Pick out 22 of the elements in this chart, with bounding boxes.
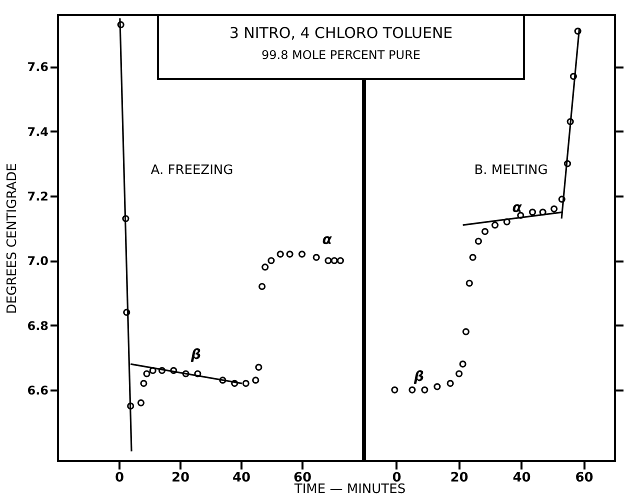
x-tick-label: 40 xyxy=(512,470,531,486)
annotation: β xyxy=(412,369,424,385)
y-tick-label: 7.4 xyxy=(27,124,48,139)
annotation: A. FREEZING xyxy=(150,163,234,178)
x-tick-label: 20 xyxy=(171,470,190,486)
y-axis-title: DEGREES CENTIGRADE xyxy=(5,163,20,314)
annotation: α xyxy=(322,232,332,248)
x-tick-label: 60 xyxy=(575,470,594,486)
y-tick-label: 7.6 xyxy=(27,60,48,74)
y-tick-label: 6.6 xyxy=(27,383,48,398)
annotation: α xyxy=(512,200,522,216)
x-axis-title: TIME — MINUTES xyxy=(294,482,406,497)
annotation: β xyxy=(190,347,202,363)
y-tick-label: 7.0 xyxy=(27,254,48,268)
y-tick-label: 7.2 xyxy=(27,189,48,204)
text: 3 NITRO, 4 CHLORO TOLUENE xyxy=(228,24,454,42)
annotation: B. MELTING xyxy=(474,163,548,178)
x-tick-label: 0 xyxy=(114,470,124,486)
x-tick-label: 40 xyxy=(232,470,251,486)
y-tick-label: 6.8 xyxy=(27,318,48,333)
x-tick-label: 20 xyxy=(450,470,468,486)
text: 99.8 MOLE PERCENT PURE xyxy=(260,48,422,62)
